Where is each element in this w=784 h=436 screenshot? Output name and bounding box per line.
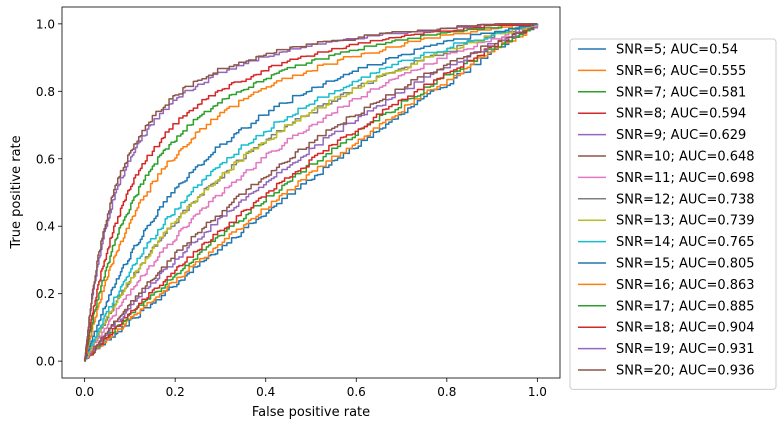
legend-label: SNR=12; AUC=0.738 <box>616 192 755 207</box>
x-tick-label: 0.8 <box>437 385 456 399</box>
legend-label: SNR=13; AUC=0.739 <box>616 214 755 229</box>
legend-label: SNR=15; AUC=0.805 <box>616 257 755 272</box>
legend-label: SNR=20; AUC=0.936 <box>616 364 755 379</box>
legend-label: SNR=8; AUC=0.594 <box>616 107 746 122</box>
x-tick-label: 1.0 <box>528 385 547 399</box>
x-tick-label: 0.6 <box>347 385 366 399</box>
roc-curve-1 <box>83 23 539 362</box>
y-tick-label: 0.6 <box>36 152 55 166</box>
x-tick-label: 0.2 <box>166 385 185 399</box>
y-tick-label: 0.0 <box>36 355 55 369</box>
y-axis-label: True positive rate <box>9 135 24 249</box>
legend-label: SNR=18; AUC=0.904 <box>616 321 755 336</box>
legend-label: SNR=9; AUC=0.629 <box>616 128 746 143</box>
roc-curve-12 <box>83 23 538 362</box>
roc-curve-8 <box>83 23 538 362</box>
x-tick-label: 0.0 <box>75 385 94 399</box>
curves-layer <box>83 23 539 362</box>
roc-curve-16 <box>83 23 538 362</box>
y-tick-label: 0.4 <box>36 220 55 234</box>
legend-label: SNR=7; AUC=0.581 <box>616 85 746 100</box>
legend-label: SNR=5; AUC=0.54 <box>616 43 738 58</box>
legend-label: SNR=16; AUC=0.863 <box>616 278 755 293</box>
roc-curve-9 <box>83 23 539 362</box>
roc-curve-4 <box>83 23 539 362</box>
legend-label: SNR=19; AUC=0.931 <box>616 342 755 357</box>
x-axis-label: False positive rate <box>252 405 370 420</box>
legend-label: SNR=14; AUC=0.765 <box>616 235 755 250</box>
legend-label: SNR=17; AUC=0.885 <box>616 299 755 314</box>
legend-label: SNR=6; AUC=0.555 <box>616 64 746 79</box>
roc-curve-13 <box>83 23 538 362</box>
y-tick-label: 1.0 <box>36 17 55 31</box>
legend-label: SNR=10; AUC=0.648 <box>616 150 755 165</box>
y-tick-label: 0.2 <box>36 287 55 301</box>
legend-frame <box>569 38 777 390</box>
y-tick-label: 0.8 <box>36 85 55 99</box>
legend-label: SNR=11; AUC=0.698 <box>616 171 755 186</box>
axis-ticks: 0.0 0.2 0.4 0.6 0.8 1.0 0.0 0.2 0.4 0.6 0.8 1.0 <box>36 17 547 399</box>
roc-curve-5 <box>83 23 539 362</box>
roc-curve-2 <box>83 23 539 362</box>
roc-curve-10 <box>83 23 539 362</box>
roc-curve-3 <box>83 23 538 362</box>
legend: SNR=5; AUC=0.54 SNR=6; AUC=0.555 SNR=7; AU… <box>569 38 777 390</box>
x-tick-label: 0.4 <box>256 385 275 399</box>
plot-frame <box>61 6 561 379</box>
roc-curve-14 <box>83 23 538 362</box>
roc-curve-11 <box>83 23 538 362</box>
roc-curve-6 <box>83 23 538 362</box>
roc-curve-15 <box>83 23 538 362</box>
roc-curve-7 <box>83 23 539 362</box>
